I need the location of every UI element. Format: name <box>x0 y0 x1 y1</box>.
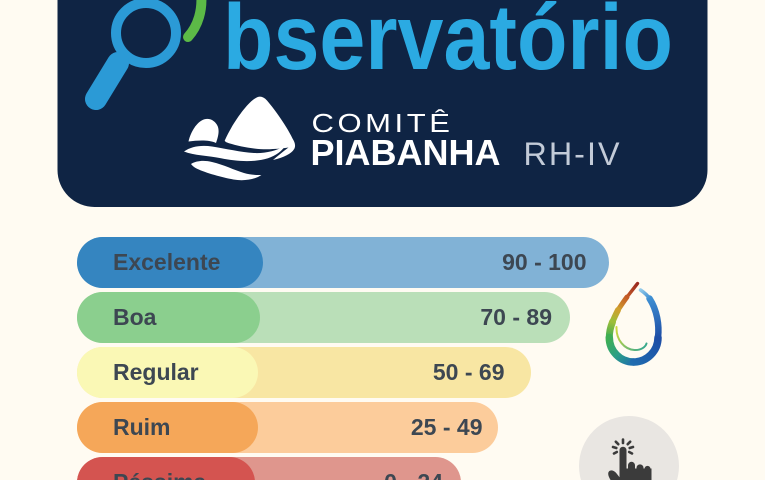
svg-text:RH-IV: RH-IV <box>524 136 622 172</box>
svg-text:Regular: Regular <box>113 359 199 385</box>
svg-text:50 - 69: 50 - 69 <box>433 359 505 385</box>
svg-text:COMITÊ: COMITÊ <box>312 108 454 138</box>
svg-text:PIABANHA: PIABANHA <box>311 132 501 173</box>
svg-text:90 - 100: 90 - 100 <box>502 249 586 275</box>
svg-text:25 - 49: 25 - 49 <box>411 414 483 440</box>
svg-text:70 - 89: 70 - 89 <box>480 304 552 330</box>
svg-text:Excelente: Excelente <box>113 249 220 275</box>
svg-text:Péssima: Péssima <box>113 469 207 480</box>
svg-text:Ruim: Ruim <box>113 414 171 440</box>
svg-text:bservatório: bservatório <box>223 0 673 89</box>
svg-text:0 - 24: 0 - 24 <box>384 469 443 480</box>
svg-text:Boa: Boa <box>113 304 157 330</box>
